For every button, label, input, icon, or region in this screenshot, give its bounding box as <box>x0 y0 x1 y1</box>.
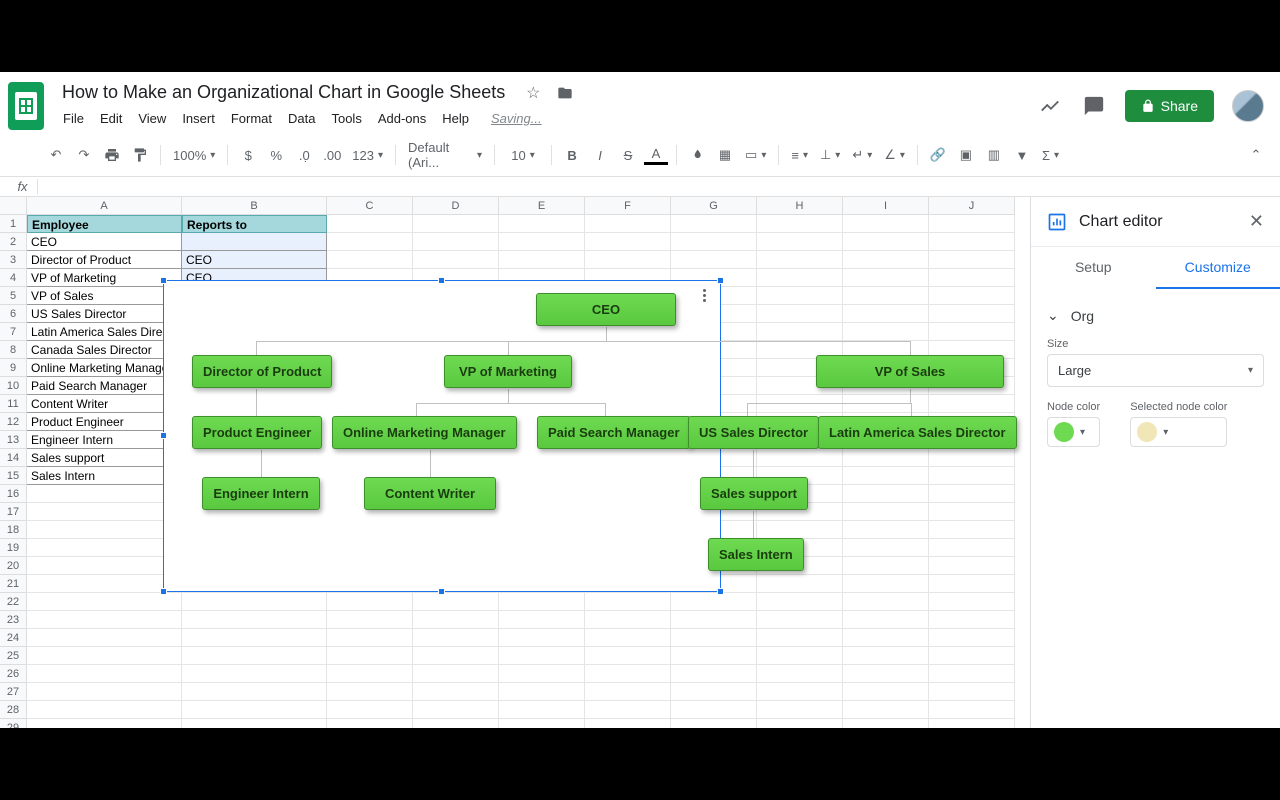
menu-file[interactable]: File <box>56 107 91 130</box>
redo-icon[interactable]: ↷ <box>72 143 96 167</box>
bold-icon[interactable]: B <box>560 143 584 167</box>
insert-chart-icon[interactable]: ▥ <box>982 143 1006 167</box>
org-node[interactable]: Director of Product <box>192 355 332 388</box>
increase-decimal-icon[interactable]: .00 <box>320 143 344 167</box>
rotate-dropdown[interactable]: ∠ ▾ <box>880 147 909 163</box>
selected-node-color-picker[interactable]: ▾ <box>1130 417 1227 447</box>
filter-icon[interactable]: ▼ <box>1010 143 1034 167</box>
org-node[interactable]: Latin America Sales Director <box>818 416 1017 449</box>
org-section-toggle[interactable]: ⌄ Org <box>1031 297 1280 334</box>
org-node[interactable]: VP of Sales <box>816 355 1004 388</box>
menu-format[interactable]: Format <box>224 107 279 130</box>
menu-help[interactable]: Help <box>435 107 476 130</box>
menu-addons[interactable]: Add-ons <box>371 107 433 130</box>
menu-tools[interactable]: Tools <box>324 107 368 130</box>
sheets-logo[interactable] <box>8 82 44 130</box>
org-node[interactable]: VP of Marketing <box>444 355 572 388</box>
account-avatar[interactable] <box>1232 90 1264 122</box>
font-dropdown[interactable]: Default (Ari... ▾ <box>404 140 486 170</box>
undo-icon[interactable]: ↶ <box>44 143 68 167</box>
star-icon[interactable]: ☆ <box>523 83 543 103</box>
org-node[interactable]: Sales Intern <box>708 538 804 571</box>
doc-title[interactable]: How to Make an Organizational Chart in G… <box>56 80 511 105</box>
org-node[interactable]: Online Marketing Manager <box>332 416 517 449</box>
move-folder-icon[interactable] <box>555 83 575 103</box>
menu-edit[interactable]: Edit <box>93 107 129 130</box>
spreadsheet-grid[interactable]: ABCDEFGHIJ1EmployeeReports to2CEO3Direct… <box>0 197 1030 728</box>
chevron-down-icon: ⌄ <box>1047 307 1059 324</box>
merge-dropdown[interactable]: ▭ ▾ <box>741 147 770 163</box>
functions-dropdown[interactable]: Σ ▾ <box>1038 148 1063 163</box>
org-node[interactable]: Sales support <box>700 477 808 510</box>
toolbar: ↶ ↷ 100% ▾ $ % .0̣ .00 123 ▾ Default (Ar… <box>0 136 1280 177</box>
explore-icon[interactable] <box>1037 93 1063 119</box>
menu-view[interactable]: View <box>131 107 173 130</box>
halign-dropdown[interactable]: ≡ ▾ <box>787 148 812 163</box>
sidebar-title: Chart editor <box>1079 213 1237 231</box>
comments-icon[interactable] <box>1081 93 1107 119</box>
italic-icon[interactable]: I <box>588 143 612 167</box>
decrease-decimal-icon[interactable]: .0̣ <box>292 143 316 167</box>
org-node[interactable]: Paid Search Manager <box>537 416 691 449</box>
org-node[interactable]: US Sales Director <box>688 416 819 449</box>
saving-status: Saving... <box>484 107 549 130</box>
header-bar: How to Make an Organizational Chart in G… <box>0 72 1280 136</box>
org-node[interactable]: CEO <box>536 293 676 326</box>
percent-icon[interactable]: % <box>264 143 288 167</box>
print-icon[interactable] <box>100 143 124 167</box>
org-node[interactable]: Content Writer <box>364 477 496 510</box>
chart-editor-sidebar: Chart editor ✕ Setup Customize ⌄ Org Siz… <box>1030 197 1280 728</box>
node-color-label: Node color <box>1047 401 1100 413</box>
org-chart-object[interactable]: CEODirector of ProductVP of MarketingVP … <box>163 280 721 592</box>
fx-label: fx <box>8 179 38 194</box>
fill-color-icon[interactable] <box>685 143 709 167</box>
close-icon[interactable]: ✕ <box>1249 211 1264 232</box>
selected-node-color-label: Selected node color <box>1130 401 1227 413</box>
currency-icon[interactable]: $ <box>236 143 260 167</box>
zoom-dropdown[interactable]: 100% ▾ <box>169 148 219 163</box>
menu-bar: File Edit View Insert Format Data Tools … <box>56 105 1025 132</box>
strike-icon[interactable]: S <box>616 143 640 167</box>
share-button[interactable]: Share <box>1125 90 1214 122</box>
org-node[interactable]: Engineer Intern <box>202 477 320 510</box>
link-icon[interactable]: 🔗 <box>926 143 950 167</box>
tab-customize[interactable]: Customize <box>1156 247 1280 289</box>
number-format-dropdown[interactable]: 123 ▾ <box>348 148 387 163</box>
chart-editor-icon <box>1047 212 1067 232</box>
text-color-icon[interactable]: A <box>644 145 668 165</box>
size-label: Size <box>1047 338 1264 350</box>
formula-bar[interactable]: fx <box>0 177 1280 197</box>
comment-icon[interactable]: ▣ <box>954 143 978 167</box>
valign-dropdown[interactable]: ⊥ ▾ <box>816 147 844 163</box>
menu-insert[interactable]: Insert <box>175 107 222 130</box>
paint-format-icon[interactable] <box>128 143 152 167</box>
node-color-picker[interactable]: ▾ <box>1047 417 1100 447</box>
collapse-toolbar-icon[interactable]: ⌃ <box>1244 143 1268 167</box>
tab-setup[interactable]: Setup <box>1031 247 1156 289</box>
menu-data[interactable]: Data <box>281 107 322 130</box>
borders-icon[interactable]: ▦ <box>713 143 737 167</box>
org-node[interactable]: Product Engineer <box>192 416 322 449</box>
size-select[interactable]: Large▾ <box>1047 354 1264 387</box>
fontsize-dropdown[interactable]: 10 ▾ <box>503 148 543 163</box>
wrap-dropdown[interactable]: ↵ ▾ <box>848 147 876 163</box>
